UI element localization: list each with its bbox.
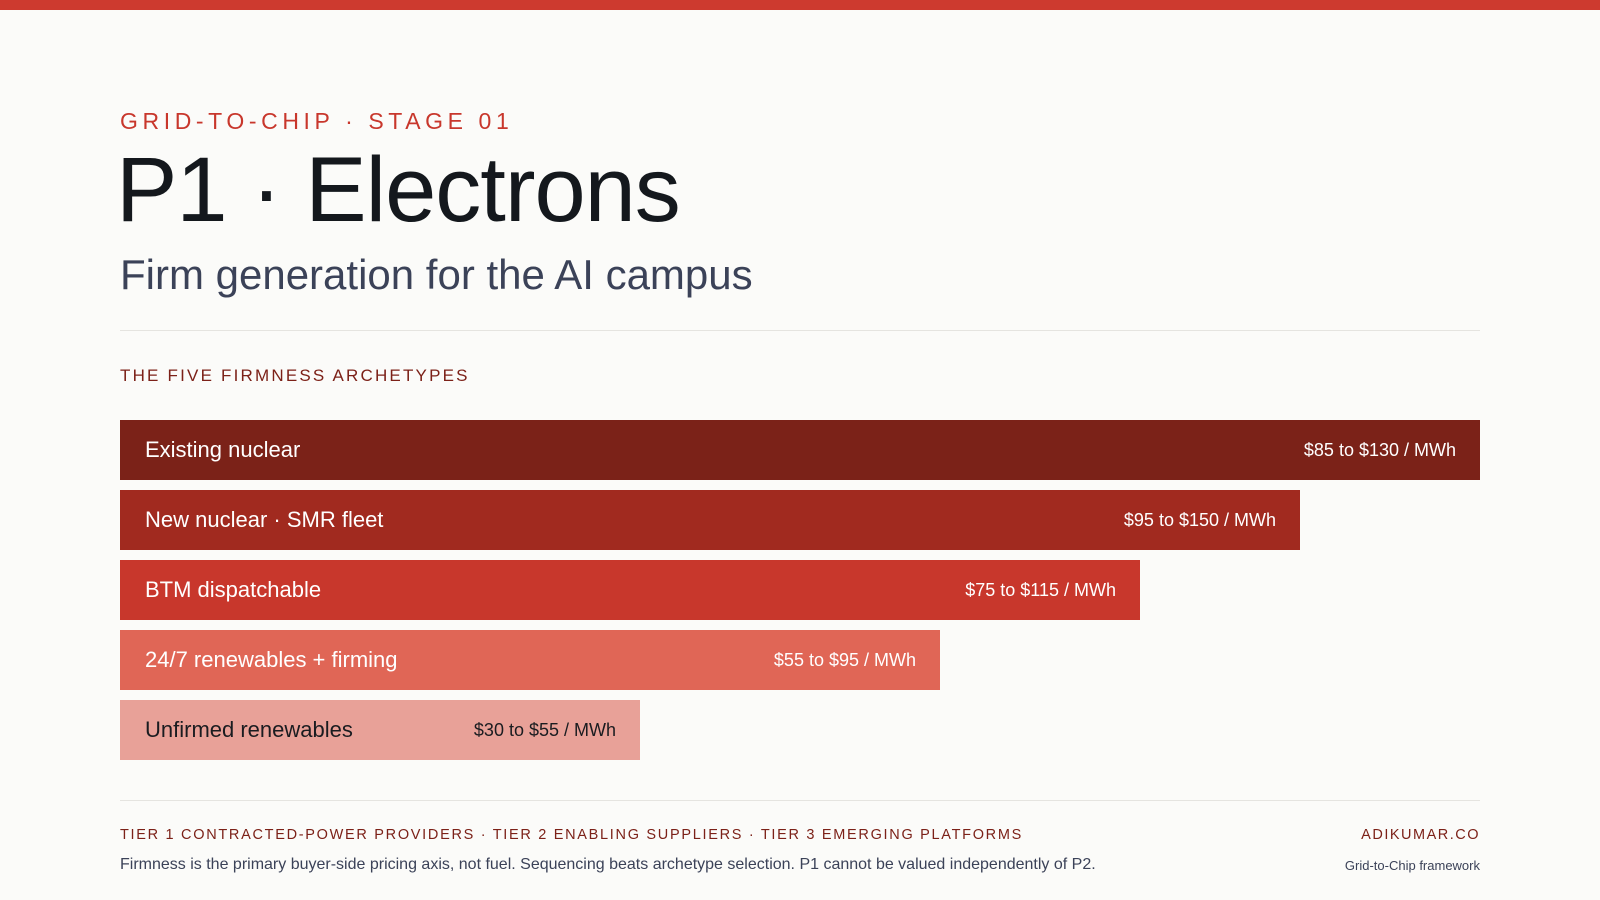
archetype-bar: 24/7 renewables + firming $55 to $95 / MW…: [120, 630, 940, 690]
archetype-bar: New nuclear · SMR fleet $95 to $150 / MWh: [120, 490, 1300, 550]
brand-subtitle: Grid-to-Chip framework: [1344, 858, 1480, 873]
archetype-bar-label: 24/7 renewables + firming: [145, 647, 398, 672]
archetype-bar-chart: Existing nuclear $85 to $130 / MWh New nuc…: [120, 420, 1480, 770]
archetype-bar-label: BTM dispatchable: [145, 577, 322, 602]
archetype-bar-price: $55 to $95 / MWh: [773, 649, 916, 670]
section-label: THE FIVE FIRMNESS ARCHETYPES: [120, 366, 470, 385]
brand-name[interactable]: ADIKUMAR.CO: [1361, 827, 1480, 843]
archetype-bar-price: $30 to $55 / MWh: [473, 719, 616, 740]
archetype-bar: BTM dispatchable $75 to $115 / MWh: [120, 560, 1140, 620]
top-accent-bar: [0, 0, 1600, 10]
header-divider: [120, 330, 1480, 331]
footer-note: Firmness is the primary buyer-side prici…: [120, 856, 1096, 873]
footer-divider: [120, 800, 1480, 801]
archetype-bar: Existing nuclear $85 to $130 / MWh: [120, 420, 1480, 480]
archetype-bar-price: $85 to $130 / MWh: [1303, 439, 1456, 460]
archetype-bar-label: Unfirmed renewables: [145, 717, 353, 742]
footer-tiers: TIER 1 CONTRACTED-POWER PROVIDERS · TIER…: [120, 827, 1024, 843]
archetype-bar-label: Existing nuclear: [145, 437, 301, 462]
eyebrow-label: GRID-TO-CHIP · STAGE 01: [120, 108, 514, 134]
slide-content: GRID-TO-CHIP · STAGE 01 P1 · Electrons F…: [116, 0, 1480, 900]
archetype-bar-label: New nuclear · SMR fleet: [145, 507, 384, 532]
archetype-bar-price: $75 to $115 / MWh: [965, 579, 1116, 600]
archetype-bar: Unfirmed renewables $30 to $55 / MWh: [120, 700, 640, 760]
page-title: P1 · Electrons: [116, 139, 681, 241]
page-subtitle: Firm generation for the AI campus: [120, 251, 753, 298]
archetype-bar-price: $95 to $150 / MWh: [1123, 509, 1276, 530]
